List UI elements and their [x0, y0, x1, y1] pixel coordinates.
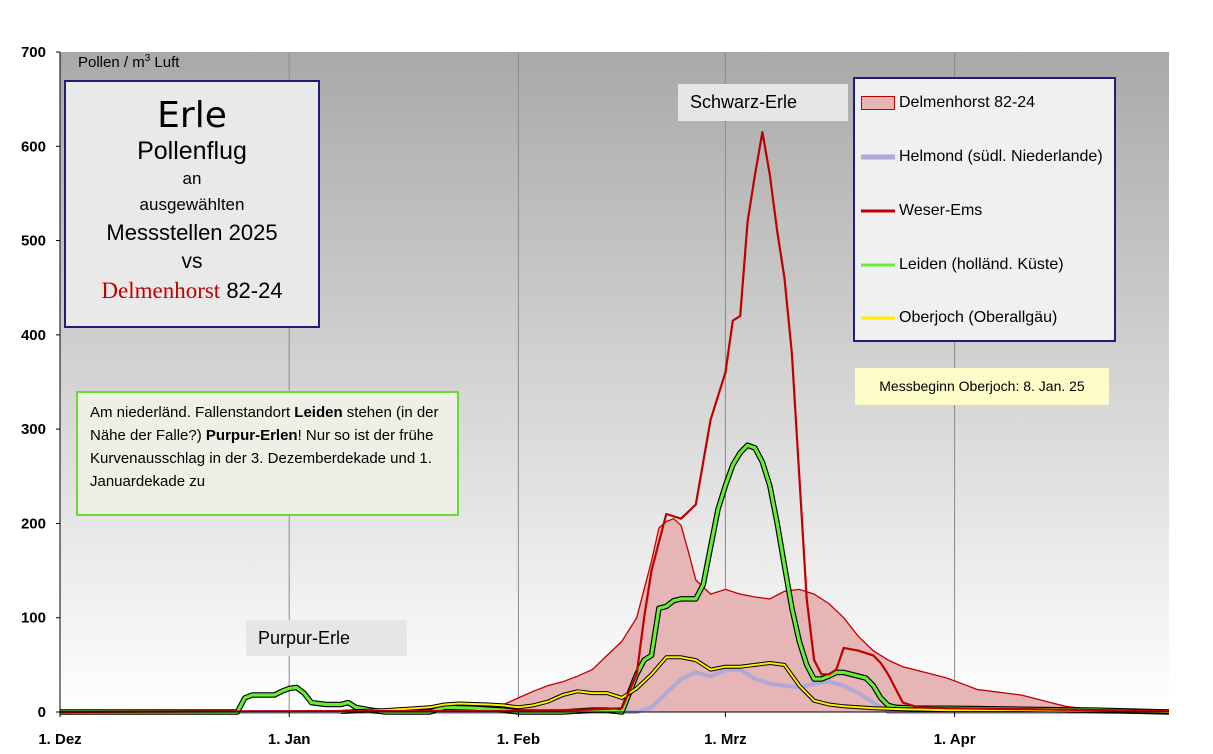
- title-delmenhorst-red: Delmenhorst: [101, 278, 221, 303]
- legend-label-weser-ems: Weser-Ems: [899, 202, 983, 219]
- annotation-purpur-erle: Purpur-Erle: [246, 620, 407, 656]
- note-text-1: Am niederländ. Fallenstandort: [90, 404, 295, 421]
- legend-item-oberjoch: Oberjoch (Oberallgäu): [861, 308, 1057, 328]
- series-line-helmond: [60, 667, 1169, 714]
- xtick-label-2: 1. Feb: [497, 731, 540, 748]
- note-text-3: ! Nur so ist der frühe Kurvenausschlag i…: [90, 427, 434, 490]
- title-vs: vs: [181, 250, 203, 273]
- legend-swatch-delmenhorst: [861, 96, 895, 110]
- y-axis-label: Pollen / m3 Luft: [78, 53, 180, 71]
- legend-swatch-weser-ems: [861, 202, 895, 220]
- annotation-messbeginn: Messbeginn Oberjoch: 8. Jan. 25: [855, 368, 1109, 405]
- legend-item-delmenhorst: Delmenhorst 82-24: [861, 93, 1035, 113]
- title-erle: Erle: [157, 95, 227, 136]
- note-bold-leiden: Leiden: [294, 404, 343, 421]
- series-area-delmenhorst: [60, 518, 1169, 712]
- legend-swatch-helmond: [861, 148, 895, 166]
- y-ticks: 0 100 200 300 400 500 600 700: [21, 44, 60, 721]
- xtick-label-3: 1. Mrz: [704, 731, 747, 748]
- title-an: an: [182, 169, 202, 188]
- series-layer: [59, 131, 1170, 715]
- series-line-leiden: [60, 443, 1170, 714]
- title-ausgewaehlten: ausgewählten: [139, 195, 245, 214]
- title-delmenhorst-years: 82-24: [220, 278, 283, 303]
- ytick-label-1: 100: [21, 610, 46, 627]
- series-line-oberjoch: [340, 656, 1170, 713]
- xtick-label-0: 1. Dez: [38, 731, 81, 748]
- note-text-2: stehen (in der Nähe der Falle?): [90, 404, 439, 444]
- ytick-label-3: 300: [21, 421, 46, 438]
- ytick-label-5: 500: [21, 233, 46, 250]
- title-pollenflug: Pollenflug: [137, 137, 247, 165]
- ytick-label-6: 600: [21, 138, 46, 155]
- legend-label-leiden: Leiden (holländ. Küste): [899, 256, 1064, 273]
- title-messstellen: Messstellen 2025: [106, 220, 278, 245]
- annotation-schwarz-erle: Schwarz-Erle: [678, 84, 848, 121]
- note-bold-purpur: Purpur-Erlen: [205, 427, 298, 444]
- series-line-weser-ems: [59, 131, 1170, 714]
- legend-label-oberjoch: Oberjoch (Oberallgäu): [899, 309, 1058, 326]
- legend-label-delmenhorst: Delmenhorst 82-24: [899, 94, 1036, 111]
- legend-swatch-oberjoch: [861, 309, 895, 327]
- title-delmenhorst: Delmenhorst 82-24: [66, 276, 318, 306]
- ytick-label-7: 700: [21, 44, 46, 61]
- legend-label-helmond: Helmond (südl. Niederlande): [899, 148, 1103, 165]
- series-outline-delmenhorst: [60, 517, 1170, 713]
- xtick-label-4: 1. Apr: [934, 731, 976, 748]
- legend-item-weser-ems: Weser-Ems: [861, 201, 982, 221]
- legend: Delmenhorst 82-24 Helmond (südl. Niederla…: [853, 77, 1116, 342]
- xtick-label-1: 1. Jan: [268, 731, 311, 748]
- note-box: Am niederländ. Fallenstandort Leiden ste…: [76, 391, 459, 516]
- ytick-label-4: 400: [21, 327, 46, 344]
- title-box: Erle Pollenflug an ausgewählten Messstel…: [64, 80, 320, 328]
- legend-item-helmond: Helmond (südl. Niederlande): [861, 147, 1103, 167]
- ytick-label-2: 200: [21, 515, 46, 532]
- x-ticks: 1. Dez 1. Jan 1. Feb 1. Mrz 1. Apr: [38, 712, 976, 748]
- ytick-label-0: 0: [38, 704, 46, 721]
- legend-swatch-leiden: [861, 256, 895, 274]
- legend-item-leiden: Leiden (holländ. Küste): [861, 255, 1064, 275]
